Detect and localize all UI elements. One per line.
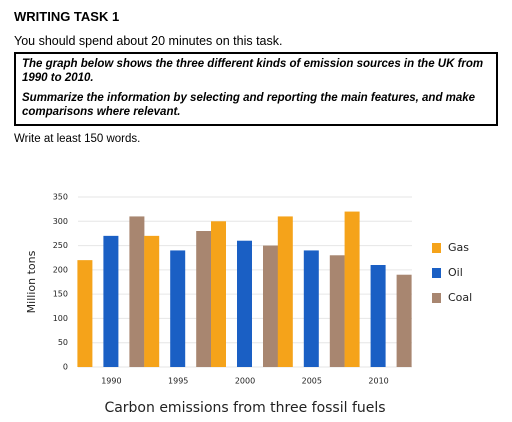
bar (396, 274, 412, 367)
bar (129, 216, 145, 367)
y-tick-label: 50 (58, 338, 68, 347)
prompt-text: Summarize the information by selecting a… (22, 92, 476, 118)
y-tick-label: 100 (53, 314, 68, 323)
bar (263, 245, 278, 367)
bar (370, 265, 386, 367)
prompt-text: The graph below shows the three differen… (22, 58, 484, 84)
bar (103, 235, 119, 367)
y-tick-label: 250 (53, 241, 68, 250)
y-tick-label: 0 (63, 363, 68, 372)
bar (211, 221, 226, 367)
time-note: You should spend about 20 minutes on thi… (14, 34, 283, 48)
y-tick-label: 150 (53, 290, 68, 299)
legend-swatch (432, 268, 441, 278)
legend-label: Coal (448, 291, 472, 304)
task-title: WRITING TASK 1 (14, 9, 120, 24)
legend-swatch (432, 293, 441, 303)
bar (237, 240, 252, 367)
legend-label: Gas (448, 241, 469, 254)
word-note: Write at least 150 words. (14, 133, 141, 145)
legend-label: Oil (448, 266, 463, 279)
prompt-box: The graph below shows the three differen… (14, 52, 498, 126)
y-tick-label: 200 (53, 265, 68, 274)
x-tick-label: 2005 (302, 377, 322, 386)
bar (170, 250, 186, 367)
bar (196, 231, 212, 367)
y-tick-label: 300 (53, 217, 68, 226)
bar (77, 260, 93, 367)
chart: Million tons Carbon emissions from three… (25, 193, 472, 417)
y-axis-label: Million tons (25, 250, 38, 313)
legend-swatch (432, 243, 441, 253)
bar (329, 255, 345, 367)
bar (277, 216, 293, 367)
x-tick-label: 1990 (101, 377, 121, 386)
bar (303, 250, 319, 367)
x-tick-label: 1995 (168, 377, 188, 386)
x-tick-label: 2000 (235, 377, 255, 386)
x-tick-label: 2010 (368, 377, 388, 386)
bar (344, 211, 360, 367)
y-tick-label: 350 (53, 193, 68, 202)
bar (144, 235, 160, 367)
x-axis-title: Carbon emissions from three fossil fuels (104, 400, 385, 416)
